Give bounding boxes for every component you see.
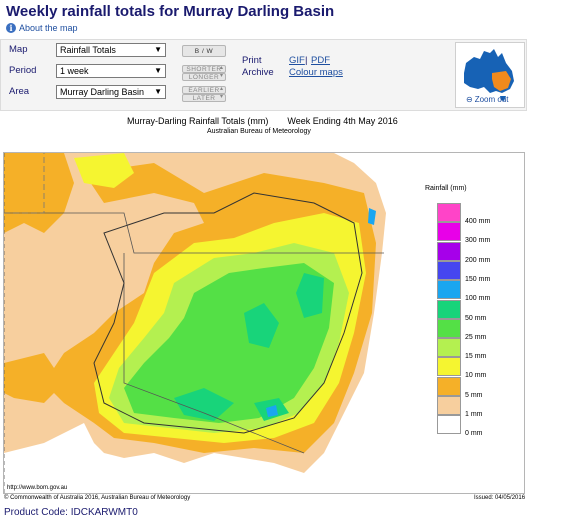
legend-swatch: [437, 222, 461, 242]
area-select[interactable]: Murray Darling Basin ▼: [56, 85, 166, 99]
legend-swatch: [437, 241, 461, 261]
legend-label: 50 mm: [465, 314, 487, 322]
product-code: Product Code: IDCKARWMT0: [4, 507, 138, 518]
map-select[interactable]: Rainfall Totals ▼: [56, 43, 166, 57]
issued-date: Issued: 04/05/2016: [474, 495, 526, 501]
rain-50mm-south: [174, 388, 234, 421]
legend-label: 150 mm: [465, 275, 491, 283]
zoom-out-label: Zoom out: [474, 95, 509, 104]
chevron-down-icon: ▼: [154, 66, 162, 75]
legend-label: 5 mm: [465, 391, 483, 399]
legend-label: 400 mm: [465, 218, 491, 225]
state-border-qld: [4, 212, 384, 254]
period-arrows-icon: ▴ ▾: [220, 65, 224, 79]
later-button[interactable]: LATER: [182, 94, 226, 102]
legend-title: Rainfall (mm): [425, 185, 467, 192]
area-select-value: Murray Darling Basin: [60, 87, 145, 97]
about-the-map-link[interactable]: i About the map: [6, 23, 78, 33]
tasmania-outline: [500, 96, 506, 101]
shorter-button[interactable]: SHORTER: [182, 65, 226, 73]
legend-swatch: [437, 357, 461, 377]
about-the-map-label: About the map: [19, 23, 78, 33]
product-code-value: IDCKARWMT0: [70, 507, 138, 518]
murray-darling-highlight: [492, 71, 511, 91]
bw-button[interactable]: B / W: [182, 45, 226, 57]
legend-label: 200 mm: [465, 256, 491, 264]
legend-label: 1 mm: [465, 411, 483, 418]
rain-50mm-east: [296, 273, 324, 318]
chevron-down-icon: ▼: [154, 45, 162, 54]
southern-ocean: [4, 423, 304, 493]
legend-swatch: [437, 203, 461, 222]
rain-100mm-southeast: [266, 405, 278, 417]
legend-label: 15 mm: [465, 353, 487, 361]
legend-swatch: [437, 318, 461, 338]
legend-swatch: [437, 260, 461, 280]
chevron-down-icon: ▼: [154, 87, 162, 96]
legend-swatch: [437, 299, 461, 319]
legend-swatch: [437, 280, 461, 300]
ocean-area: [304, 153, 524, 493]
archive-label: Archive: [242, 67, 274, 78]
rainfall-map: [3, 152, 525, 494]
map-title: Murray-Darling Rainfall Totals (mm) Week…: [127, 116, 398, 126]
gif-link[interactable]: GIF: [289, 55, 305, 66]
bom-url: http://www.bom.gov.au: [7, 485, 68, 491]
map-subtitle: Australian Bureau of Meteorology: [207, 128, 311, 135]
map-title-left: Murray-Darling Rainfall Totals (mm): [127, 116, 269, 126]
info-icon: i: [6, 23, 16, 33]
map-title-right: Week Ending 4th May 2016: [287, 116, 398, 126]
legend-swatch: [437, 338, 461, 358]
zoom-out-control[interactable]: ⊖ Zoom out: [466, 95, 509, 104]
period-select[interactable]: 1 week ▼: [56, 64, 166, 78]
copyright-text: © Commonwealth of Australia 2016, Austra…: [4, 495, 191, 501]
rain-5mm-south: [4, 353, 64, 403]
australia-locator-map[interactable]: [455, 42, 525, 108]
legend-label: 0 mm: [465, 430, 483, 438]
basin-boundary: [93, 192, 363, 434]
map-select-value: Rainfall Totals: [60, 45, 116, 55]
link-separator: |: [305, 55, 308, 66]
time-arrows-icon: ▴ ▾: [220, 86, 224, 100]
period-label: Period: [9, 65, 37, 76]
area-label: Area: [9, 86, 30, 97]
state-border-west: [4, 153, 45, 214]
legend-swatch: [437, 415, 461, 435]
print-label: Print: [242, 55, 262, 66]
earlier-button[interactable]: EARLIER: [182, 86, 226, 94]
legend-label: 10 mm: [465, 372, 487, 380]
map-label: Map: [9, 44, 28, 55]
rain-50mm-central: [244, 303, 279, 348]
longer-button[interactable]: LONGER: [182, 73, 226, 81]
rain-25mm-basin: [124, 263, 334, 423]
legend-label: 25 mm: [465, 333, 487, 341]
magnifier-icon: ⊖: [466, 95, 473, 104]
period-select-value: 1 week: [60, 66, 89, 76]
controls-panel: Map Rainfall Totals ▼ Period 1 week ▼ Ar…: [0, 39, 527, 111]
product-code-label: Product Code:: [4, 507, 68, 518]
legend-swatch: [437, 396, 461, 415]
rain-10mm-north: [74, 153, 134, 188]
pdf-link[interactable]: PDF: [311, 55, 330, 66]
legend-swatch: [437, 376, 461, 396]
legend-label: 100 mm: [465, 295, 491, 303]
legend-label: 300 mm: [465, 237, 491, 245]
state-border-vic: [123, 253, 305, 454]
rain-100mm-northeast: [368, 208, 376, 225]
page-title: Weekly rainfall totals for Murray Darlin…: [6, 3, 335, 20]
rainfall-map-graphic: [4, 153, 524, 493]
colour-maps-link[interactable]: Colour maps: [289, 67, 343, 78]
